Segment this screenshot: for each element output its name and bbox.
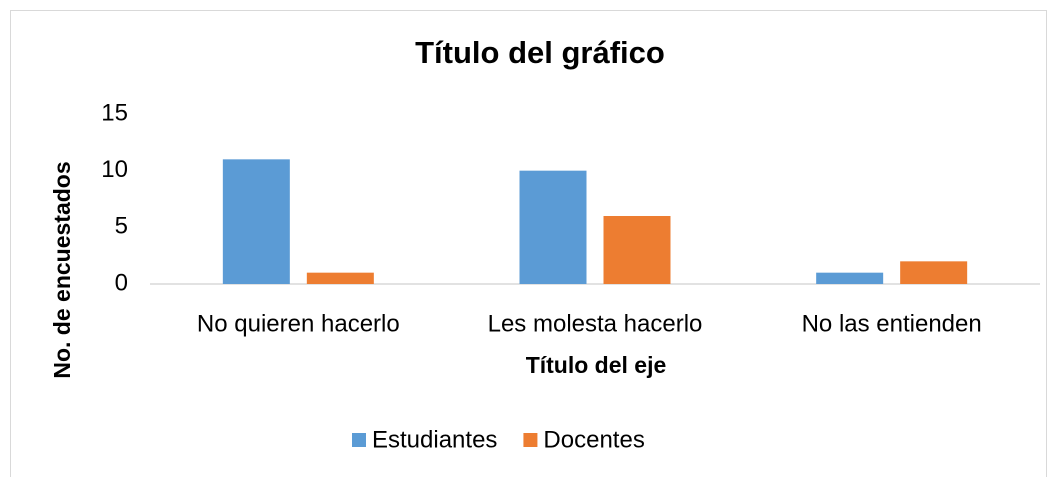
y-tick-label: 5 bbox=[115, 213, 128, 240]
y-tick-label: 15 bbox=[101, 99, 128, 126]
y-tick-label: 0 bbox=[115, 269, 128, 296]
x-tick-label: Les molesta hacerlo bbox=[488, 310, 703, 337]
chart-border bbox=[10, 10, 1047, 477]
legend-label: Estudiantes bbox=[372, 426, 497, 453]
legend-label: Docentes bbox=[543, 426, 644, 453]
bar bbox=[222, 159, 290, 284]
y-axis-title: No. de encuestados bbox=[49, 161, 75, 378]
legend-swatch bbox=[352, 433, 366, 447]
x-tick-label: No las entienden bbox=[802, 310, 982, 337]
x-tick-label: No quieren hacerlo bbox=[197, 310, 400, 337]
x-axis-title: Título del eje bbox=[526, 352, 667, 378]
bar bbox=[519, 170, 587, 284]
chart-title: Título del gráfico bbox=[415, 35, 665, 70]
bar bbox=[306, 272, 374, 284]
y-tick-label: 10 bbox=[101, 156, 128, 183]
bar bbox=[603, 216, 671, 284]
legend-swatch bbox=[523, 433, 538, 447]
bar bbox=[900, 261, 968, 284]
bar bbox=[816, 272, 884, 284]
